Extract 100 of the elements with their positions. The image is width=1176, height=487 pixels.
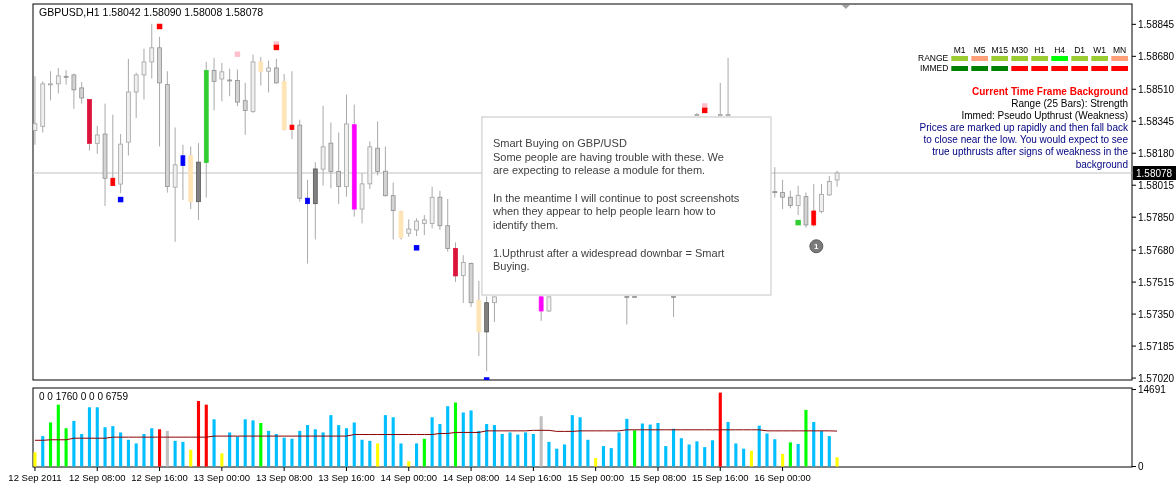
y-tick-label: 1.57020 bbox=[1138, 372, 1175, 384]
bar bbox=[469, 410, 473, 467]
candlestick bbox=[63, 69, 69, 86]
bar bbox=[773, 439, 777, 467]
y-tick-label: 1.58510 bbox=[1138, 83, 1175, 95]
candlestick bbox=[141, 48, 147, 101]
x-tick-label: 14 Sep 00:00 bbox=[380, 472, 438, 483]
x-tick-label: 15 Sep 08:00 bbox=[629, 472, 687, 483]
candlestick bbox=[55, 67, 61, 95]
bar bbox=[827, 436, 831, 467]
bar bbox=[531, 434, 535, 467]
bar bbox=[430, 417, 434, 467]
bar bbox=[111, 426, 115, 467]
bar bbox=[103, 427, 107, 467]
candlestick bbox=[266, 60, 271, 93]
bar bbox=[344, 428, 349, 467]
bar bbox=[648, 424, 652, 467]
bar bbox=[710, 440, 715, 467]
candlestick bbox=[390, 182, 396, 240]
bar bbox=[500, 434, 504, 467]
bar bbox=[282, 437, 286, 467]
bar bbox=[804, 409, 808, 467]
candlestick bbox=[725, 57, 731, 116]
bar bbox=[142, 434, 146, 467]
bar bbox=[228, 432, 232, 467]
bar bbox=[399, 443, 403, 467]
line-series bbox=[34, 429, 838, 441]
bar bbox=[516, 434, 520, 467]
x-tick-label: 12 Sep 08:00 bbox=[68, 472, 126, 483]
bar bbox=[656, 423, 660, 467]
bar bbox=[212, 419, 216, 467]
bar bbox=[298, 430, 302, 467]
bar bbox=[126, 439, 130, 467]
candlestick bbox=[180, 144, 186, 201]
y-tick-label: 1.58845 bbox=[1138, 18, 1175, 30]
bar bbox=[352, 422, 356, 467]
bar bbox=[80, 434, 84, 467]
category-label: D1 bbox=[1074, 45, 1086, 55]
bar bbox=[477, 430, 481, 467]
candlestick bbox=[149, 23, 155, 80]
candlestick bbox=[795, 185, 801, 216]
bar bbox=[492, 425, 496, 467]
bar bbox=[687, 444, 691, 467]
bar bbox=[446, 406, 450, 467]
bar bbox=[485, 424, 489, 467]
bar bbox=[539, 416, 543, 467]
bar bbox=[718, 392, 722, 467]
candlestick bbox=[811, 183, 817, 228]
bar bbox=[313, 429, 317, 467]
candlestick bbox=[492, 295, 497, 323]
candlestick bbox=[826, 175, 832, 197]
bar bbox=[812, 421, 816, 467]
candlestick bbox=[274, 58, 279, 85]
bar bbox=[337, 425, 341, 467]
bar bbox=[274, 434, 278, 467]
bar bbox=[243, 419, 247, 467]
bar bbox=[415, 443, 419, 467]
bar bbox=[41, 436, 45, 467]
bar bbox=[765, 433, 769, 467]
category-label: M1 bbox=[953, 45, 966, 55]
y-tick-label: 1.57185 bbox=[1138, 340, 1175, 352]
bar bbox=[594, 458, 598, 467]
category-label: H1 bbox=[1034, 45, 1046, 55]
candlestick bbox=[780, 179, 785, 210]
bar bbox=[672, 428, 676, 467]
y-tick-label: 1.58015 bbox=[1138, 179, 1175, 191]
candlestick bbox=[460, 254, 466, 304]
candlestick bbox=[48, 70, 53, 101]
bar bbox=[562, 444, 567, 467]
bar bbox=[87, 407, 92, 467]
point bbox=[413, 245, 420, 251]
chart-title: GBPUSD,H1 1.58042 1.58090 1.58008 1.58078 bbox=[39, 6, 264, 18]
bar bbox=[633, 430, 637, 467]
bar bbox=[586, 439, 590, 467]
candlestick bbox=[375, 120, 380, 177]
bar bbox=[189, 449, 193, 467]
category-label: RANGE bbox=[918, 53, 949, 63]
candlestick bbox=[538, 295, 544, 322]
chart-title: 0 0 1760 0 0 0 6759 bbox=[39, 391, 129, 402]
x-tick-label: 15 Sep 00:00 bbox=[567, 472, 624, 483]
text: Current Time Frame Background bbox=[972, 86, 1128, 97]
candlestick bbox=[94, 125, 100, 155]
bar bbox=[305, 425, 310, 467]
x-tick-label: 12 Sep 16:00 bbox=[131, 472, 188, 483]
candlestick bbox=[133, 72, 139, 119]
x-tick-label: 16 Sep 00:00 bbox=[754, 472, 811, 483]
category-label: M30 bbox=[1011, 45, 1029, 55]
y-tick-label: 1.58680 bbox=[1138, 50, 1175, 62]
bar bbox=[749, 450, 753, 467]
bar bbox=[734, 443, 738, 467]
bar bbox=[329, 415, 333, 467]
bar bbox=[461, 412, 465, 467]
x-tick-label: 15 Sep 16:00 bbox=[692, 472, 749, 483]
bar bbox=[664, 446, 668, 467]
bar bbox=[383, 415, 387, 467]
point bbox=[795, 219, 801, 226]
bar bbox=[578, 417, 582, 467]
bar bbox=[453, 402, 458, 467]
bar bbox=[508, 432, 512, 467]
candlestick bbox=[79, 81, 85, 105]
